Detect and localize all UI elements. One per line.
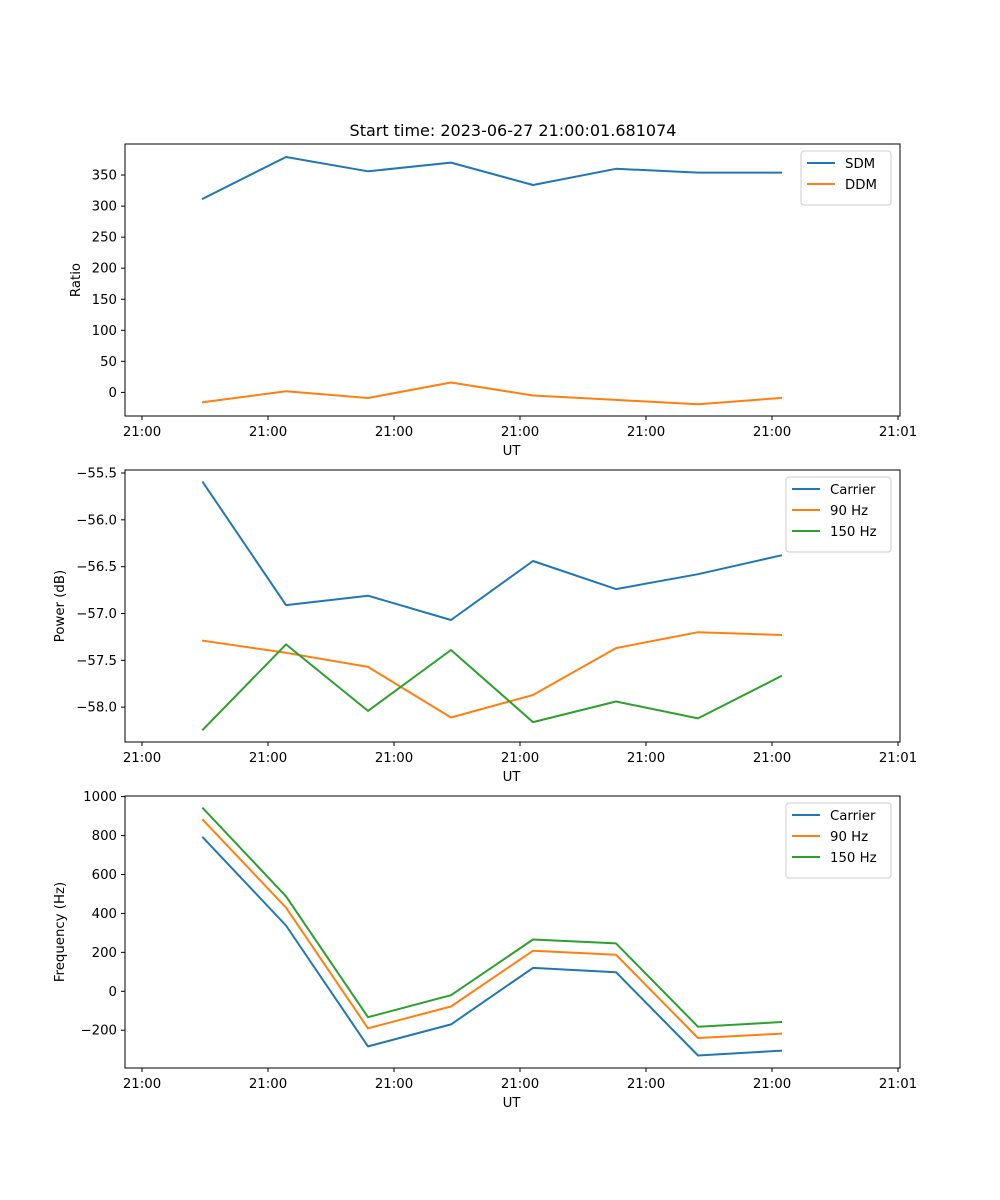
series-line-90-hz (201, 818, 783, 1039)
x-tick-label: 21:00 (123, 1077, 161, 1092)
y-tick-label: 200 (92, 262, 117, 277)
x-tick-label: 21:00 (501, 751, 539, 766)
legend-label: SDM (845, 157, 875, 172)
x-axis-label: UT (503, 1096, 522, 1111)
x-tick-label: 21:00 (249, 1077, 287, 1092)
y-tick-label: −55.5 (76, 466, 117, 481)
y-tick-label: 600 (92, 868, 117, 883)
legend: SDM DDM (800, 150, 892, 206)
x-tick-label: 21:00 (501, 425, 539, 440)
legend-label: 90 Hz (830, 504, 868, 519)
series-line-150-hz (201, 806, 783, 1028)
y-tick-label: −57.0 (76, 607, 117, 622)
legend-label: 150 Hz (830, 525, 877, 540)
subplot-3: 21:00 21:00 21:00 21:00 21:00 21:00 21:01 −200 0… (53, 790, 917, 1111)
x-tick-label: 21:00 (753, 1077, 791, 1092)
legend-box (785, 476, 892, 553)
axes-frame (124, 469, 901, 743)
y-axis-label: Frequency (Hz) (53, 882, 68, 982)
x-tick-label: 21:00 (627, 1077, 665, 1092)
legend-box (800, 150, 892, 206)
x-tick-label: 21:00 (249, 751, 287, 766)
x-tick-label: 21:00 (375, 425, 413, 440)
y-tick-label: 0 (109, 985, 117, 1000)
legend-label: Carrier (830, 809, 876, 824)
y-tick-label: 400 (92, 907, 117, 922)
x-tick-label: 21:00 (123, 425, 161, 440)
x-tick-label: 21:00 (375, 751, 413, 766)
y-tick-label: 100 (92, 324, 117, 339)
y-tick-label: 1000 (83, 790, 117, 805)
subplot-panels: 21:00 21:00 21:00 21:00 21:00 21:00 21:01 0 50 10… (53, 143, 917, 1111)
y-tick-label: −57.5 (76, 654, 117, 669)
y-tick-label: −200 (80, 1024, 117, 1039)
x-tick-label: 21:00 (753, 425, 791, 440)
chart-title: Start time: 2023-06-27 21:00:01.681074 (350, 121, 677, 140)
y-axis-label: Ratio (69, 263, 84, 297)
x-tick-label: 21:00 (753, 751, 791, 766)
x-tick-label: 21:00 (249, 425, 287, 440)
x-tick-label: 21:01 (879, 425, 917, 440)
series-line-carrier (201, 836, 783, 1057)
legend-label: 150 Hz (830, 851, 877, 866)
legend: Carrier 90 Hz 150 Hz (785, 476, 892, 553)
y-tick-label: 250 (92, 231, 117, 246)
y-tick-label: 50 (100, 355, 117, 370)
axes-frame (124, 795, 901, 1069)
y-tick-label: 800 (92, 829, 117, 844)
x-axis-label: UT (503, 444, 522, 459)
y-axis-label: Power (dB) (53, 570, 68, 642)
y-tick-label: −58.0 (76, 701, 117, 716)
y-tick-label: 0 (109, 386, 117, 401)
legend: Carrier 90 Hz 150 Hz (785, 802, 892, 879)
subplot-2: 21:00 21:00 21:00 21:00 21:00 21:00 21:01 −58.0… (53, 466, 917, 785)
legend-box (785, 802, 892, 879)
x-tick-label: 21:00 (501, 1077, 539, 1092)
y-tick-label: 300 (92, 200, 117, 215)
legend-label: Carrier (830, 483, 876, 498)
x-tick-label: 21:00 (627, 751, 665, 766)
y-tick-label: −56.5 (76, 560, 117, 575)
x-tick-label: 21:01 (879, 751, 917, 766)
axes-frame (124, 143, 901, 417)
x-axis-label: UT (503, 770, 522, 785)
series-line-carrier (201, 481, 783, 621)
subplot-1: 21:00 21:00 21:00 21:00 21:00 21:00 21:01 0 50 10… (69, 143, 917, 459)
series-line-150-hz (201, 643, 783, 732)
y-tick-label: 150 (92, 293, 117, 308)
y-tick-label: 350 (92, 169, 117, 184)
legend-label: DDM (845, 178, 877, 193)
series-line-sdm (201, 156, 782, 200)
x-tick-label: 21:00 (123, 751, 161, 766)
x-tick-label: 21:01 (879, 1077, 917, 1092)
y-tick-label: −56.0 (76, 513, 117, 528)
x-tick-label: 21:00 (375, 1077, 413, 1092)
series-line-ddm (201, 381, 783, 406)
y-tick-label: 200 (92, 946, 117, 961)
x-tick-label: 21:00 (627, 425, 665, 440)
legend-label: 90 Hz (830, 830, 868, 845)
series-line-90-hz (201, 631, 783, 719)
